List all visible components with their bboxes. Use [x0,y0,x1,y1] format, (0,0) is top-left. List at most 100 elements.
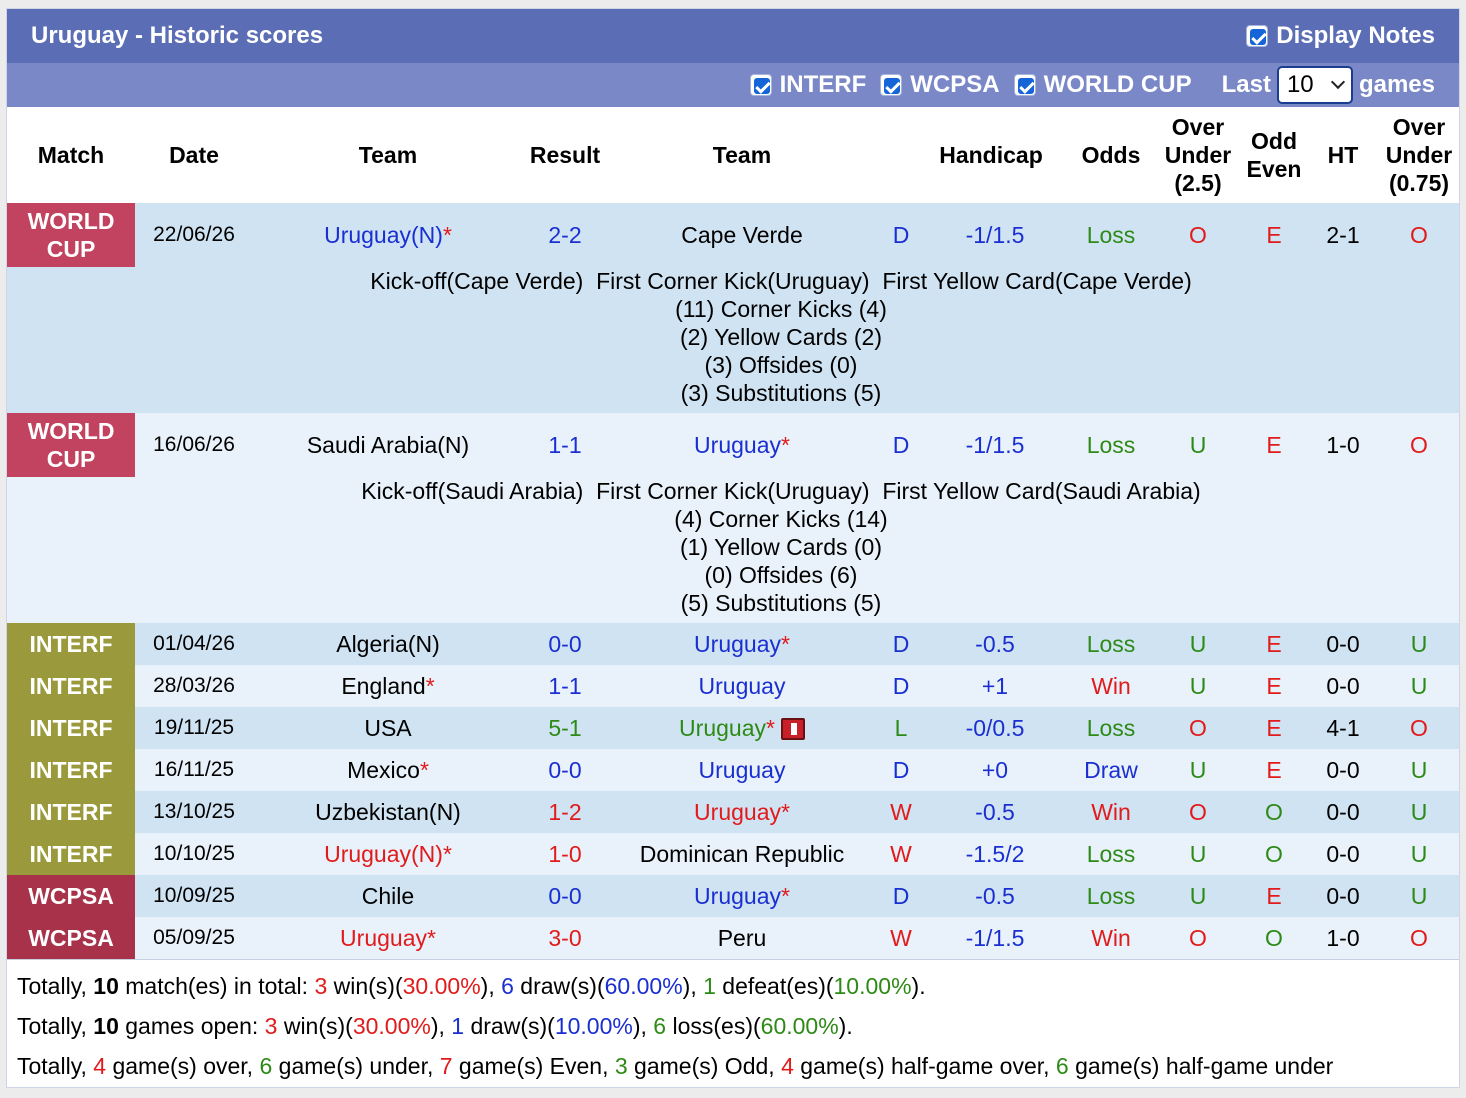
last-games-select[interactable]: 10 [1276,66,1353,104]
games-label: games [1358,71,1435,98]
competition-label: INTERF [29,799,113,825]
team-away-link[interactable]: Uruguay [679,714,766,741]
display-notes-toggle[interactable]: Display Notes [1246,22,1435,50]
s2-losses: 6 [653,1013,667,1039]
result-cell[interactable]: 1-2 [523,791,607,833]
competition-label: INTERF [29,841,113,867]
result-score: 1-1 [548,672,582,699]
result-cell[interactable]: 5-1 [523,707,607,749]
historic-scores-panel: Uruguay - Historic scores Display Notes … [6,8,1460,1088]
competition-badge[interactable]: INTERF [7,791,135,833]
s2-g: ). [838,1013,853,1039]
s3-odd: 3 [614,1053,628,1079]
handicap-cell: +0 [925,749,1065,791]
s3-hg-under: 6 [1055,1053,1069,1079]
team-home-link[interactable]: Uruguay(N) [324,221,443,248]
home-marker: * [780,431,790,458]
result-cell[interactable]: 1-0 [523,833,607,875]
col-oe-line2: Even [1246,156,1302,182]
over-under-ht-cell: U [1377,791,1459,833]
col-team-away: Team [607,107,877,203]
over-under-ht-cell: U [1377,665,1459,707]
odd-even-cell: E [1239,623,1309,665]
filter-interf-checkbox[interactable] [749,74,772,96]
team-away-link[interactable]: Dominican Republic [639,840,845,867]
team-home-link[interactable]: Algeria(N) [336,630,440,657]
home-marker: * [425,672,435,699]
filter-wcpsa[interactable]: WCPSA [880,71,1000,99]
team-home-link[interactable]: Uzbekistan(N) [315,798,461,825]
result-score: 0-0 [548,882,582,909]
ht-cell: 4-1 [1309,707,1377,749]
over-under-cell: O [1157,791,1239,833]
team-away-link[interactable]: Uruguay [694,431,781,458]
competition-badge[interactable]: WORLD CUP [7,413,135,477]
note-line: (3) Substitutions (5) [680,380,882,406]
display-notes-checkbox[interactable] [1246,25,1269,47]
competition-badge[interactable]: INTERF [7,623,135,665]
team-home-link[interactable]: Uruguay(N) [324,840,443,867]
result-cell[interactable]: 2-2 [523,203,607,267]
table-row: WORLD CUP 16/06/26 Saudi Arabia(N) 1-1 Urugua… [7,413,1459,477]
team-home-link[interactable]: Saudi Arabia(N) [306,431,470,458]
team-away-link[interactable]: Uruguay [694,630,781,657]
competition-badge[interactable]: INTERF [7,707,135,749]
competition-badge[interactable]: INTERF [7,749,135,791]
result-score: 1-1 [548,431,582,458]
wdl-cell: W [877,833,925,875]
filter-world-cup-label: WORLD CUP [1043,71,1192,98]
team-away-link[interactable]: Cape Verde [681,221,803,248]
competition-badge[interactable]: WORLD CUP [7,203,135,267]
result-cell[interactable]: 0-0 [523,875,607,917]
team-home-link[interactable]: Uruguay [340,924,427,951]
team-away-link[interactable]: Uruguay [694,882,781,909]
competition-label: INTERF [29,631,113,657]
odds-cell: Draw [1065,749,1157,791]
table-row: INTERF 01/04/26 Algeria(N) 0-0 Uruguay* D -0.5… [7,623,1459,665]
filter-world-cup[interactable]: WORLD CUP [1013,71,1192,99]
result-score: 0-0 [548,756,582,783]
team-away-link[interactable]: Uruguay [694,798,781,825]
s1-c: ), [480,973,502,999]
table-row: INTERF 10/10/25 Uruguay(N)* 1-0 Dominican Re… [7,833,1459,875]
result-cell[interactable]: 3-0 [523,917,607,959]
team-away-link[interactable]: Uruguay [698,672,786,699]
competition-badge[interactable]: INTERF [7,833,135,875]
s1-e: ), [682,973,704,999]
competition-label: INTERF [29,757,113,783]
over-under-ht-cell: U [1377,833,1459,875]
team-home-link[interactable]: Chile [361,882,415,909]
s1-g: ). [911,973,926,999]
team-home-link[interactable]: England [341,672,426,699]
result-cell[interactable]: 0-0 [523,623,607,665]
col-handicap-label: Handicap [939,142,1043,168]
result-cell[interactable]: 1-1 [523,413,607,477]
team-away-cell: Peru [607,917,877,959]
s1-defeat-pct: 10.00% [833,973,912,999]
result-cell[interactable]: 0-0 [523,749,607,791]
team-home-link[interactable]: USA [364,714,412,741]
odd-even-cell: O [1239,791,1309,833]
col-ou-line2: Under [1164,142,1232,168]
filter-bar: INTERF WCPSA WORLD CUP Last 10 games [7,63,1459,107]
home-marker: * [780,798,790,825]
team-away-link[interactable]: Uruguay [698,756,786,783]
odds-cell: Loss [1065,413,1157,477]
competition-line1: WORLD [27,418,115,444]
competition-badge[interactable]: WCPSA [7,875,135,917]
filter-wcpsa-checkbox[interactable] [880,74,903,96]
competition-badge[interactable]: WCPSA [7,917,135,959]
result-cell[interactable]: 1-1 [523,665,607,707]
team-home-cell: Uruguay(N)* [253,833,523,875]
over-under-ht-cell: O [1377,917,1459,959]
note-line: (5) Substitutions (5) [680,590,882,616]
team-home-link[interactable]: Mexico [347,756,420,783]
competition-badge[interactable]: INTERF [7,665,135,707]
date-cell: 10/10/25 [135,833,253,875]
team-away-cell: Uruguay* [607,413,877,477]
team-away-link[interactable]: Peru [717,924,767,951]
team-away-cell: Uruguay [607,665,877,707]
ht-cell: 0-0 [1309,623,1377,665]
filter-interf[interactable]: INTERF [749,71,866,99]
filter-world-cup-checkbox[interactable] [1013,74,1036,96]
